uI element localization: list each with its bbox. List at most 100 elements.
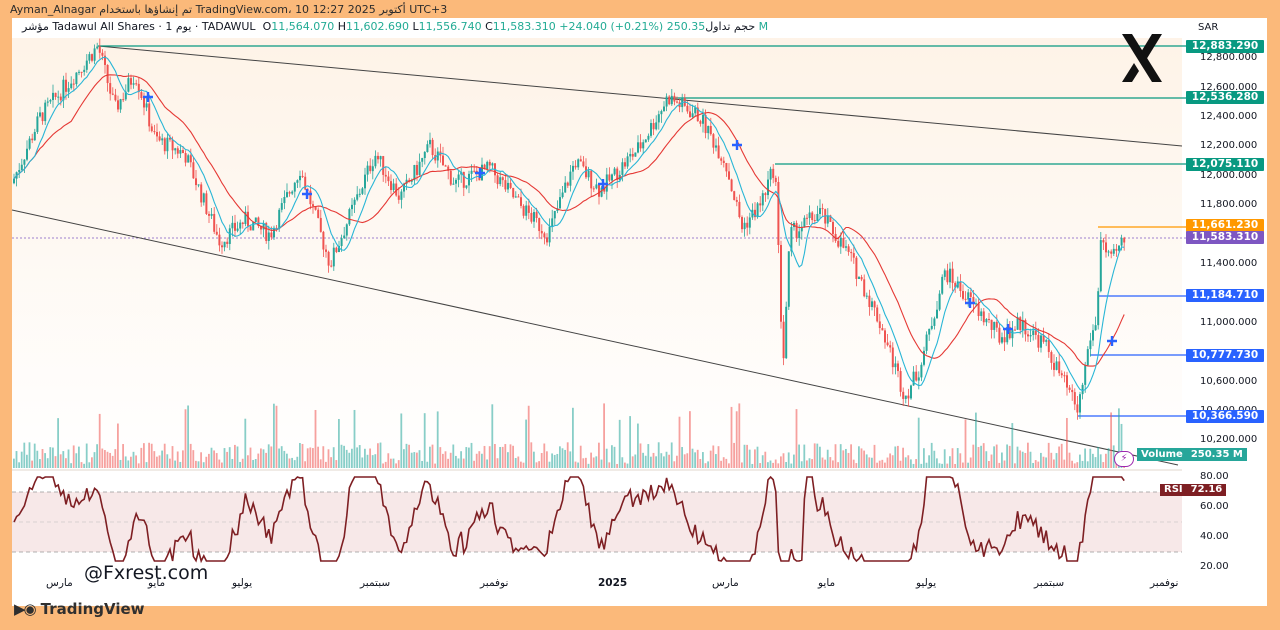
- candle-body: [280, 203, 283, 210]
- candle-body: [1016, 317, 1019, 330]
- volume-bar: [387, 453, 390, 468]
- candle-body: [226, 241, 229, 244]
- candle-body: [543, 233, 546, 238]
- candle-body: [1021, 320, 1024, 330]
- volume-bar: [361, 457, 364, 468]
- price-tag: 12,883.290: [1186, 39, 1264, 53]
- volume-bar: [273, 403, 275, 468]
- volume-bar: [1016, 446, 1019, 468]
- candle-body: [699, 121, 702, 124]
- volume-bar: [236, 446, 239, 468]
- candle-body: [114, 94, 117, 101]
- volume-bar: [1055, 453, 1058, 468]
- volume-bar: [696, 449, 699, 468]
- volume-bar: [15, 451, 18, 468]
- candle-body: [985, 318, 988, 323]
- candle-body: [780, 244, 782, 322]
- candle-body: [358, 193, 361, 195]
- candle-body: [96, 46, 99, 49]
- candle-body: [75, 72, 78, 85]
- candle-body: [995, 321, 998, 328]
- candle-body: [902, 391, 905, 399]
- volume-bar: [548, 461, 551, 468]
- volume-bar: [590, 452, 592, 468]
- tradingview-brand[interactable]: ▶◉ TradingView: [14, 600, 145, 618]
- candle-body: [369, 165, 372, 172]
- volume-bar: [312, 448, 314, 468]
- candle-body: [192, 162, 195, 179]
- volume-bar: [59, 454, 62, 468]
- volume-bar: [13, 458, 15, 468]
- candle-body: [522, 205, 525, 216]
- candle-body: [561, 192, 564, 198]
- candle-body: [795, 222, 798, 239]
- candle-body: [332, 247, 335, 267]
- candle-body: [889, 345, 892, 348]
- candle-body: [338, 246, 340, 253]
- volume-bar: [111, 455, 114, 468]
- candle-body: [499, 177, 502, 185]
- volume-bar: [252, 459, 254, 468]
- volume-bar: [369, 448, 371, 468]
- candle-body: [951, 268, 954, 283]
- volume-bar: [806, 460, 808, 468]
- candle-body: [247, 211, 249, 227]
- volume-bar: [325, 461, 327, 468]
- cross-marker: [598, 179, 608, 189]
- candle-body: [296, 180, 299, 183]
- candle-body: [980, 311, 983, 317]
- volume-bar: [1047, 442, 1050, 468]
- candle-body: [218, 234, 221, 246]
- volume-bar: [626, 463, 629, 468]
- volume-bar: [951, 448, 954, 468]
- upper-trendline[interactable]: [97, 45, 1183, 147]
- lightning-icon[interactable]: ⚡: [1114, 451, 1134, 467]
- candle-body: [943, 270, 946, 277]
- candle-body: [694, 107, 697, 114]
- candle-body: [1094, 325, 1097, 331]
- candle-body: [1029, 335, 1032, 337]
- candle-body: [78, 71, 80, 73]
- candle-body: [1071, 389, 1074, 393]
- candle-body: [624, 162, 626, 167]
- candle-body: [397, 195, 400, 200]
- volume-bar: [262, 449, 265, 468]
- volume-bar: [673, 461, 676, 468]
- currency-label[interactable]: SAR: [1198, 22, 1219, 33]
- candle-body: [83, 69, 86, 73]
- candle-body: [1066, 375, 1068, 388]
- lower-trendline[interactable]: [11, 209, 1179, 466]
- candle-body: [1014, 329, 1016, 331]
- symbol-name[interactable]: مؤشر Tadawul All Shares · 1 يوم · TADAWU…: [22, 20, 256, 33]
- volume-bar: [520, 461, 522, 468]
- volume-bar: [1014, 463, 1016, 468]
- candle-body: [696, 107, 699, 122]
- volume-bar: [202, 462, 205, 468]
- high-value: 11,602.690: [346, 20, 409, 33]
- volume-bar: [988, 461, 990, 468]
- candle-body: [933, 318, 936, 326]
- candle-body: [964, 298, 967, 300]
- volume-bar: [683, 454, 686, 468]
- volume-bar: [423, 413, 426, 468]
- volume-bar: [579, 445, 582, 468]
- candle-body: [260, 225, 262, 230]
- volume-bar: [1105, 453, 1107, 468]
- volume-bar: [143, 443, 145, 468]
- volume-bar: [751, 463, 754, 468]
- volume-bar: [208, 453, 210, 468]
- volume-bar: [390, 458, 392, 468]
- candle-body: [426, 144, 429, 153]
- candle-body: [639, 142, 642, 149]
- candle-body: [379, 156, 382, 160]
- candle-body: [616, 168, 619, 180]
- candle-body: [1086, 349, 1089, 366]
- time-tick-label: سبتمبر: [1034, 577, 1065, 589]
- volume-bar: [891, 455, 894, 468]
- candle-body: [1076, 404, 1079, 413]
- candle-body: [603, 187, 606, 192]
- volume-bar: [166, 454, 169, 468]
- candle-body: [1063, 375, 1066, 377]
- candle-body: [803, 217, 806, 227]
